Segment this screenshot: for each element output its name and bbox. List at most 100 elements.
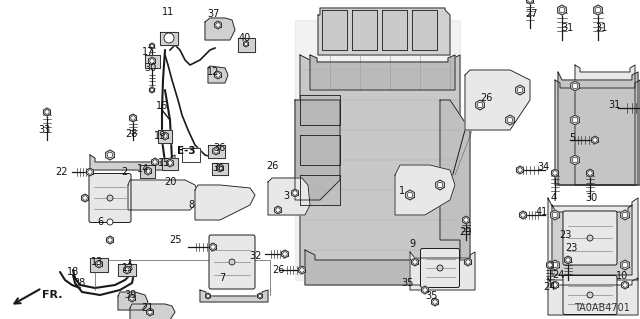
Polygon shape [310,55,455,90]
Circle shape [588,171,592,175]
Polygon shape [506,115,515,125]
Polygon shape [547,261,554,269]
Polygon shape [621,281,628,289]
Polygon shape [95,260,102,268]
Polygon shape [295,20,460,280]
Circle shape [107,195,113,201]
Circle shape [150,44,154,48]
Polygon shape [410,252,475,290]
FancyBboxPatch shape [563,211,617,265]
Polygon shape [552,169,559,177]
Text: 31: 31 [595,23,607,33]
Polygon shape [152,158,159,166]
Text: 4: 4 [551,193,557,203]
Circle shape [437,265,443,271]
Circle shape [572,157,578,163]
Text: 30: 30 [144,63,156,73]
Circle shape [107,219,113,225]
Text: 27: 27 [525,9,537,19]
Polygon shape [476,100,484,110]
Text: 14: 14 [137,164,149,174]
Polygon shape [160,32,178,45]
Text: 9: 9 [409,239,415,249]
Circle shape [433,300,437,304]
Polygon shape [118,292,148,310]
Text: FR.: FR. [42,290,63,300]
Polygon shape [395,165,455,215]
Polygon shape [162,158,178,170]
Circle shape [216,23,220,27]
Polygon shape [571,81,579,91]
Polygon shape [552,281,559,289]
Polygon shape [243,41,248,47]
Circle shape [518,168,522,172]
Circle shape [125,268,129,272]
Text: 35: 35 [426,291,438,301]
Text: 29: 29 [459,227,471,237]
Circle shape [552,262,557,268]
Text: 22: 22 [55,167,67,177]
Text: 31: 31 [608,100,620,110]
Circle shape [566,258,570,262]
Circle shape [407,192,413,198]
Circle shape [229,259,235,265]
Polygon shape [431,298,438,306]
Circle shape [423,288,428,292]
Circle shape [88,170,92,174]
Polygon shape [516,166,524,174]
Polygon shape [552,205,632,275]
Circle shape [130,296,134,300]
Polygon shape [200,290,268,302]
Polygon shape [591,136,598,144]
Text: 25: 25 [169,235,181,245]
Circle shape [528,0,532,2]
Polygon shape [621,260,629,270]
Text: 33: 33 [38,125,50,135]
Circle shape [283,252,287,256]
Polygon shape [106,236,113,244]
Text: 26: 26 [266,161,278,171]
Circle shape [477,102,483,108]
Polygon shape [594,5,602,15]
Polygon shape [463,216,470,224]
Text: 26: 26 [480,93,492,103]
Text: 6: 6 [97,217,103,227]
Polygon shape [318,8,450,55]
Circle shape [622,212,628,218]
Text: 7: 7 [219,273,225,283]
Circle shape [437,182,443,188]
Circle shape [148,310,152,314]
Polygon shape [212,163,228,175]
Circle shape [150,59,154,63]
Text: 21: 21 [141,303,153,313]
Polygon shape [300,95,340,125]
Polygon shape [571,115,579,125]
Circle shape [622,262,628,268]
Circle shape [164,33,174,43]
Text: 3: 3 [283,191,289,201]
Polygon shape [149,43,155,49]
Text: E-3: E-3 [177,146,195,156]
Text: TA0AB4701: TA0AB4701 [574,303,630,313]
Circle shape [595,7,601,13]
Polygon shape [558,72,638,185]
Circle shape [508,117,513,123]
Text: 36: 36 [213,143,225,153]
Polygon shape [406,190,414,200]
Polygon shape [140,165,155,178]
Polygon shape [555,80,640,185]
Circle shape [293,191,297,195]
Polygon shape [90,258,108,272]
Circle shape [587,292,593,298]
Polygon shape [128,180,200,210]
Circle shape [83,196,87,200]
Polygon shape [586,169,593,177]
Polygon shape [621,210,629,220]
Text: 38: 38 [73,278,85,288]
Polygon shape [205,293,211,299]
Text: 13: 13 [122,263,134,273]
Text: 30: 30 [585,193,597,203]
Polygon shape [564,256,572,264]
Polygon shape [148,57,156,65]
Polygon shape [516,85,524,95]
